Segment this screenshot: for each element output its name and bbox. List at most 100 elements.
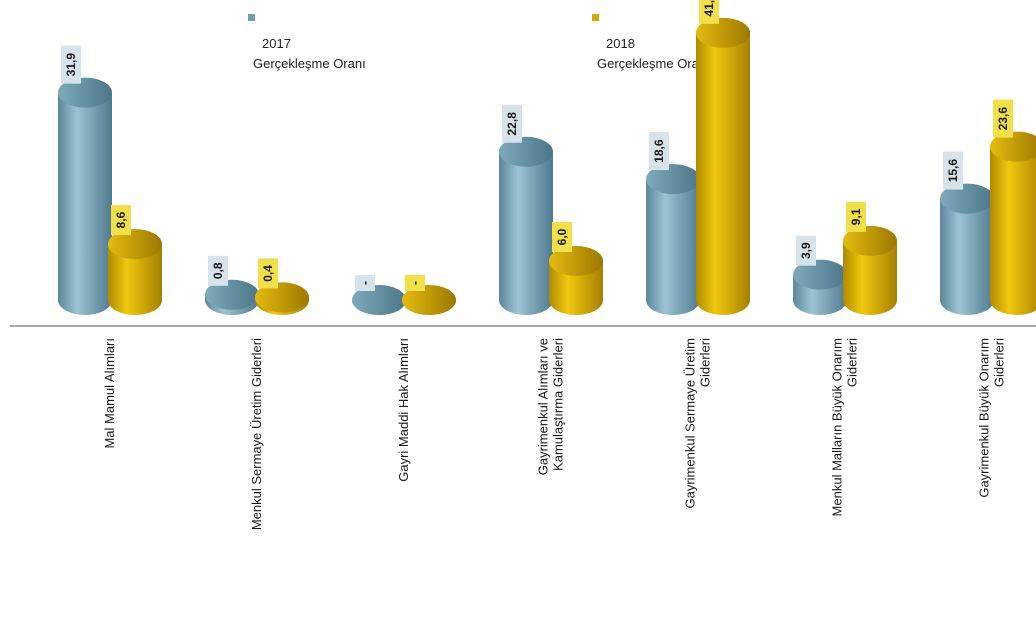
x-tick-labels: Mal Mamul Alımları Menkul Sermaye Üretim … xyxy=(102,338,1007,530)
value-label-bg xyxy=(649,132,669,171)
bar xyxy=(696,17,750,315)
value-label: 31,9 xyxy=(61,45,81,84)
bar-top xyxy=(990,131,1036,162)
bar-top xyxy=(58,77,112,108)
bar-top xyxy=(352,285,406,315)
bar-body xyxy=(843,240,897,315)
bar-top xyxy=(402,285,456,315)
value-label-text: 23,6 xyxy=(996,107,1010,131)
value-label: 6,0 xyxy=(552,222,572,252)
category-label-line: Giderleri xyxy=(992,338,1007,387)
value-label-text: 15,6 xyxy=(946,159,960,183)
legend-label: 2018 xyxy=(606,36,635,51)
bar xyxy=(108,229,162,315)
value-label-bg xyxy=(208,255,228,286)
legend: 2017 Gerçekleşme Oranı 2018 Gerçekleşme Ora… xyxy=(248,14,710,71)
value-label-bg xyxy=(846,201,866,232)
value-label-text: 0,8 xyxy=(211,262,225,279)
bar-body xyxy=(108,244,162,315)
value-label: 0,4 xyxy=(258,258,278,289)
bar-body xyxy=(58,92,112,316)
bar-body xyxy=(499,151,553,315)
bar xyxy=(646,164,700,315)
bar-body xyxy=(549,261,603,315)
value-label-bg xyxy=(796,235,816,266)
legend-swatch xyxy=(592,14,599,21)
value-label-text: 9,1 xyxy=(849,208,863,225)
value-label: 22,8 xyxy=(502,104,522,143)
value-label-bg xyxy=(405,275,425,291)
category-label: Mal Mamul Alımları xyxy=(102,338,117,449)
value-label: 41,1 xyxy=(699,0,719,24)
value-label-text: 3,9 xyxy=(799,242,813,259)
value-label-text: 31,9 xyxy=(64,53,78,77)
value-label-bg xyxy=(355,275,375,291)
value-label-text: - xyxy=(358,281,372,285)
bar-top xyxy=(205,279,259,310)
value-label-bg xyxy=(61,45,81,84)
value-label-bg xyxy=(258,258,278,289)
category-label-line: Menkul Malların Büyük Onarım xyxy=(830,338,845,516)
value-label: 3,9 xyxy=(796,235,816,266)
category-label-line: Gayrimenkul Sermaye Üretim xyxy=(683,338,698,509)
category-label-line: Menkul Sermaye Üretim Giderleri xyxy=(249,338,264,530)
bar xyxy=(352,285,406,315)
bar-top xyxy=(108,229,162,260)
value-label: 9,1 xyxy=(846,201,866,232)
category-label-line: Mal Mamul Alımları xyxy=(102,338,117,449)
value-label-text: 6,0 xyxy=(555,228,569,245)
bar xyxy=(940,183,994,315)
legend-label: Gerçekleşme Oranı xyxy=(253,56,366,71)
value-label: 15,6 xyxy=(943,151,963,190)
category-label: Menkul Malların Büyük Onarım Giderleri xyxy=(830,338,860,517)
bar-top xyxy=(255,282,309,313)
bar-body xyxy=(940,198,994,315)
category-label-line: Gayri Maddi Hak Alımları xyxy=(396,338,411,482)
legend-label: Gerçekleşme Oranı xyxy=(597,56,710,71)
bar-top xyxy=(940,183,994,214)
category-label: Gayri Maddi Hak Alımları xyxy=(396,338,411,482)
value-label-text: 18,6 xyxy=(652,139,666,163)
bar xyxy=(402,285,456,315)
value-label-text: 8,6 xyxy=(114,211,128,228)
value-label-bg xyxy=(943,151,963,190)
category-label-line: Kamulaştırma Giderleri xyxy=(551,338,566,471)
category-label-line: Gayrimenkul Alımları ve xyxy=(536,338,551,475)
bar-top xyxy=(843,225,897,256)
bar-top xyxy=(549,246,603,276)
value-label-text: - xyxy=(408,281,422,285)
value-label: - xyxy=(405,275,425,291)
bar xyxy=(793,259,847,315)
value-label: - xyxy=(355,275,375,291)
category-label: Gayrimenkul Büyük Onarım Giderleri xyxy=(977,338,1007,498)
bar xyxy=(58,77,112,316)
bar xyxy=(255,282,309,315)
value-label: 8,6 xyxy=(111,205,131,236)
value-label: 0,8 xyxy=(208,255,228,286)
legend-swatch xyxy=(248,14,255,21)
category-label: Menkul Sermaye Üretim Giderleri xyxy=(249,338,264,530)
bar-body xyxy=(696,32,750,315)
bar-top xyxy=(793,259,847,290)
value-label-text: 22,8 xyxy=(505,112,519,136)
category-label: Gayrimenkul Alımları ve Kamulaştırma Gide… xyxy=(536,338,566,475)
bar xyxy=(499,136,553,315)
bars-group: 31,9 8,6 0,8 0,4 - - 22,8 6,0 18,6 41,1 3,9 9,1 15,6… xyxy=(58,0,1036,316)
value-label-text: 41,1 xyxy=(702,0,716,17)
bar-top xyxy=(696,17,750,48)
bar xyxy=(990,131,1036,315)
category-label: Gayrimenkul Sermaye Üretim Giderleri xyxy=(683,338,713,509)
category-label-line: Gayrimenkul Büyük Onarım xyxy=(977,338,992,498)
bar xyxy=(549,246,603,315)
bar-top xyxy=(499,136,553,167)
bar-body xyxy=(990,146,1036,315)
value-label-bg xyxy=(699,0,719,24)
value-label: 23,6 xyxy=(993,99,1013,138)
value-label-bg xyxy=(552,222,572,252)
value-label-bg xyxy=(111,205,131,236)
value-label-bg xyxy=(993,99,1013,138)
bar xyxy=(843,225,897,315)
category-label-line: Giderleri xyxy=(845,338,860,387)
value-label: 18,6 xyxy=(649,132,669,171)
